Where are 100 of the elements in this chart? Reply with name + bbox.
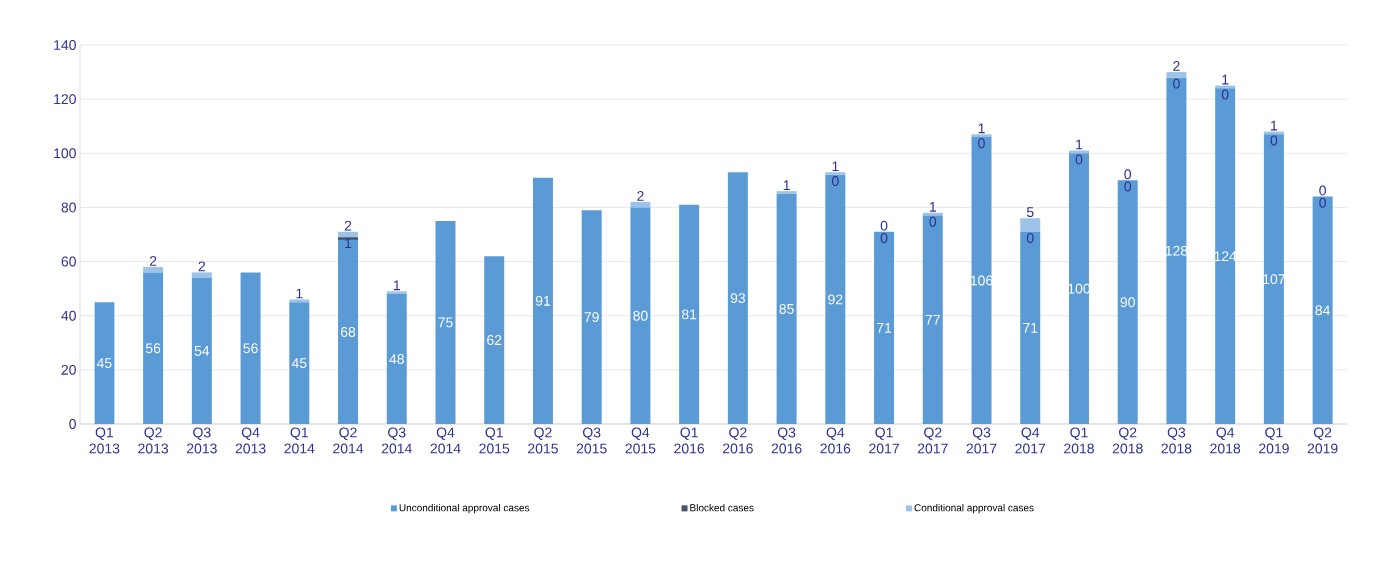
data-label: 0 [831,176,839,187]
bar [435,220,456,424]
data-label: 1 [1222,74,1229,85]
bar [922,215,943,424]
x-tick-label: Q3 2018 [1161,427,1192,454]
data-label: 48 [389,354,404,364]
x-tick-label: Q3 2017 [966,427,997,454]
data-label: 0 [1075,154,1083,165]
x-tick-label: Q1 2017 [869,427,899,454]
data-label: 92 [828,294,843,305]
bar [289,302,310,424]
data-label: 0 [1270,135,1278,146]
bar [679,204,700,424]
data-label: 90 [1120,297,1135,308]
bar [143,272,164,424]
data-label: 84 [1315,305,1330,316]
data-label: 0 [1173,78,1180,89]
x-tick-label: Q1 2016 [674,427,705,454]
data-label: 1 [978,123,985,134]
data-label: 1 [832,161,839,172]
data-label: 45 [96,358,112,368]
x-tick-label: Q2 2016 [723,427,753,454]
bar [971,137,992,424]
data-label: 68 [340,326,356,337]
data-label: 0 [880,220,888,231]
data-label: 56 [145,343,161,354]
bar [338,237,359,240]
data-label: 62 [487,335,502,346]
x-tick-label: Q2 2017 [917,427,948,454]
bar [971,134,992,138]
data-label: 0 [880,232,888,243]
x-tick-label: Q3 2014 [381,427,412,454]
bar [484,256,505,424]
legend-label: Blocked cases [690,503,754,512]
data-label: 2 [344,220,352,231]
bar [825,174,846,424]
bar [776,193,797,424]
bar [240,272,261,424]
data-label: 79 [584,312,599,323]
data-label: 91 [535,295,551,306]
x-tick-label: Q4 2015 [625,427,656,454]
bar [191,272,212,278]
data-label: 56 [243,343,258,354]
data-label: 0 [929,216,937,227]
bar [1020,231,1041,424]
bar [386,294,407,424]
bar [727,172,748,424]
x-tick-label: Q4 2018 [1210,427,1241,454]
x-tick-label: Q2 2014 [333,427,364,454]
bar [630,207,651,424]
bar [338,231,359,238]
x-tick-label: Q2 2018 [1112,427,1143,454]
data-label: 85 [779,303,794,314]
y-tick-label: 140 [54,40,76,50]
bar [386,291,407,295]
data-label: 2 [637,191,644,201]
y-tick-label: 40 [61,310,76,321]
y-tick-label: 80 [61,202,76,213]
bar [825,172,846,175]
bar [1117,180,1138,424]
data-label: 77 [925,314,940,325]
data-label: 2 [198,261,206,272]
data-label: 5 [1026,207,1034,218]
data-label: 1 [783,180,790,190]
x-tick-label: Q3 2015 [576,427,607,454]
data-label: 0 [1319,197,1326,208]
data-label: 1 [1076,139,1083,150]
y-tick-label: 20 [61,364,76,375]
bar [338,239,359,424]
data-label: 1 [1271,120,1278,131]
bar [1166,77,1187,424]
data-label: 71 [876,323,892,333]
bar [1166,72,1187,78]
bar [1312,196,1333,424]
bar [1068,153,1089,424]
data-label: 81 [681,309,697,320]
data-label: 1 [929,202,936,212]
data-label: 1 [393,280,400,291]
data-label: 0 [1221,89,1229,100]
x-tick-label: Q4 2014 [430,427,461,454]
y-tick-label: 100 [54,148,76,159]
data-label: 0 [978,138,985,149]
x-tick-label: Q1 2019 [1259,427,1289,454]
data-label: 0 [1026,232,1034,243]
bar [1020,218,1041,232]
data-label: 93 [730,293,746,304]
legend-label: Conditional approval cases [914,503,1034,514]
y-tick-label: 60 [61,256,76,267]
y-tick-label: 120 [54,94,76,105]
bar [776,191,797,194]
data-label: 2 [149,255,157,266]
x-tick-label: Q4 2017 [1015,427,1046,454]
bar [94,302,115,424]
bar [630,202,651,208]
x-tick-label: Q2 2019 [1307,427,1338,454]
x-tick-label: Q2 2015 [528,427,558,454]
bar [922,212,943,216]
data-label: 106 [970,275,993,286]
x-tick-label: Q4 2016 [820,427,851,454]
data-label: 0 [1124,181,1132,192]
